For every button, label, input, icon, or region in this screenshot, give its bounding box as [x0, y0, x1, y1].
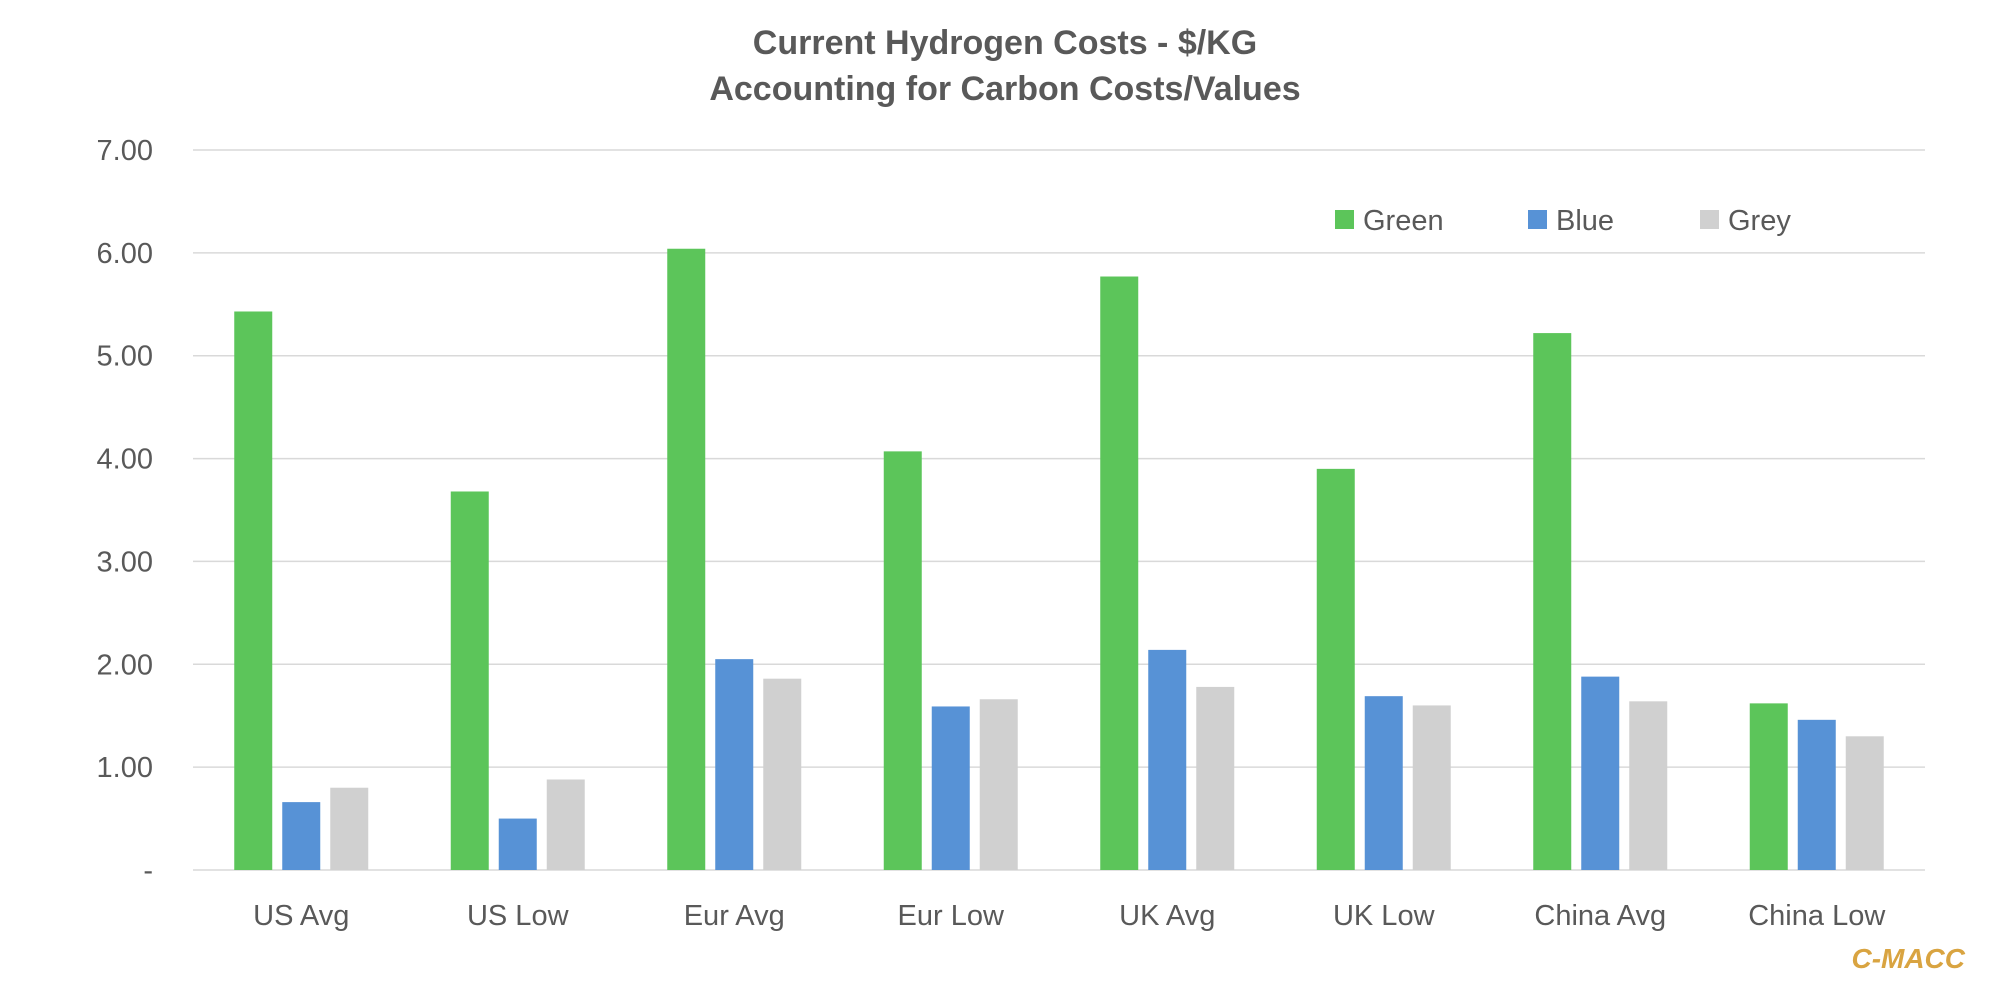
x-category-label: China Low [1748, 900, 1886, 932]
legend-label-grey: Grey [1728, 205, 1791, 237]
y-tick-label: 7.00 [97, 135, 153, 167]
bar-blue-uk-low [1364, 696, 1403, 870]
bar-green-china-avg [1533, 333, 1572, 871]
bar-grey-uk-avg [1196, 686, 1235, 870]
legend-swatch-green [1335, 210, 1354, 229]
bar-blue-us-avg [282, 802, 321, 870]
legend-label-blue: Blue [1556, 205, 1614, 237]
bar-green-us-avg [234, 311, 273, 870]
bar-blue-us-low [498, 818, 537, 870]
bar-blue-china-low [1797, 719, 1836, 870]
legend-label-green: Green [1363, 205, 1444, 237]
bar-grey-us-low [546, 779, 585, 870]
bar-grey-eur-avg [763, 678, 802, 870]
y-axis-ticks: - 1.00 2.00 3.00 4.00 5.00 6.00 7.00 [97, 135, 153, 887]
bar-blue-uk-avg [1148, 649, 1187, 870]
y-tick-label: 5.00 [97, 341, 153, 373]
bar-grey-china-low [1845, 736, 1884, 870]
chart-subtitle: Accounting for Carbon Costs/Values [709, 70, 1300, 108]
chart-title: Current Hydrogen Costs - $/KG [753, 24, 1257, 62]
bar-blue-eur-low [931, 706, 970, 870]
y-tick-label: - [143, 855, 153, 887]
bar-green-eur-low [883, 451, 922, 870]
x-category-label: US Avg [253, 900, 349, 932]
bar-green-us-low [450, 491, 489, 870]
y-tick-label: 4.00 [97, 444, 153, 476]
bar-green-uk-avg [1100, 276, 1139, 870]
x-category-label: Eur Low [898, 900, 1005, 932]
y-tick-label: 1.00 [97, 752, 153, 784]
legend-swatch-grey [1700, 210, 1719, 229]
y-tick-label: 3.00 [97, 546, 153, 578]
bar-grey-china-avg [1629, 701, 1668, 870]
bar-grey-uk-low [1412, 705, 1451, 870]
legend-swatch-blue [1528, 210, 1547, 229]
x-axis-categories: US Avg US Low Eur Avg Eur Low UK Avg UK Low Ch… [253, 900, 1886, 932]
bar-blue-eur-avg [715, 659, 754, 870]
bar-green-uk-low [1316, 468, 1355, 870]
x-category-label: UK Low [1333, 900, 1436, 932]
bar-blue-china-avg [1581, 676, 1620, 870]
x-category-label: China Avg [1534, 900, 1666, 932]
bar-green-eur-avg [667, 248, 706, 870]
x-category-label: Eur Avg [684, 900, 785, 932]
bars [234, 248, 1884, 871]
x-category-label: UK Avg [1119, 900, 1215, 932]
y-tick-label: 6.00 [97, 238, 153, 270]
bar-green-china-low [1749, 703, 1788, 870]
y-tick-label: 2.00 [97, 649, 153, 681]
legend: Green Blue Grey [1335, 205, 1791, 237]
bar-grey-eur-low [979, 699, 1018, 870]
x-category-label: US Low [467, 900, 570, 932]
bar-grey-us-avg [330, 787, 369, 870]
watermark-logo: C-MACC [1851, 943, 1965, 974]
